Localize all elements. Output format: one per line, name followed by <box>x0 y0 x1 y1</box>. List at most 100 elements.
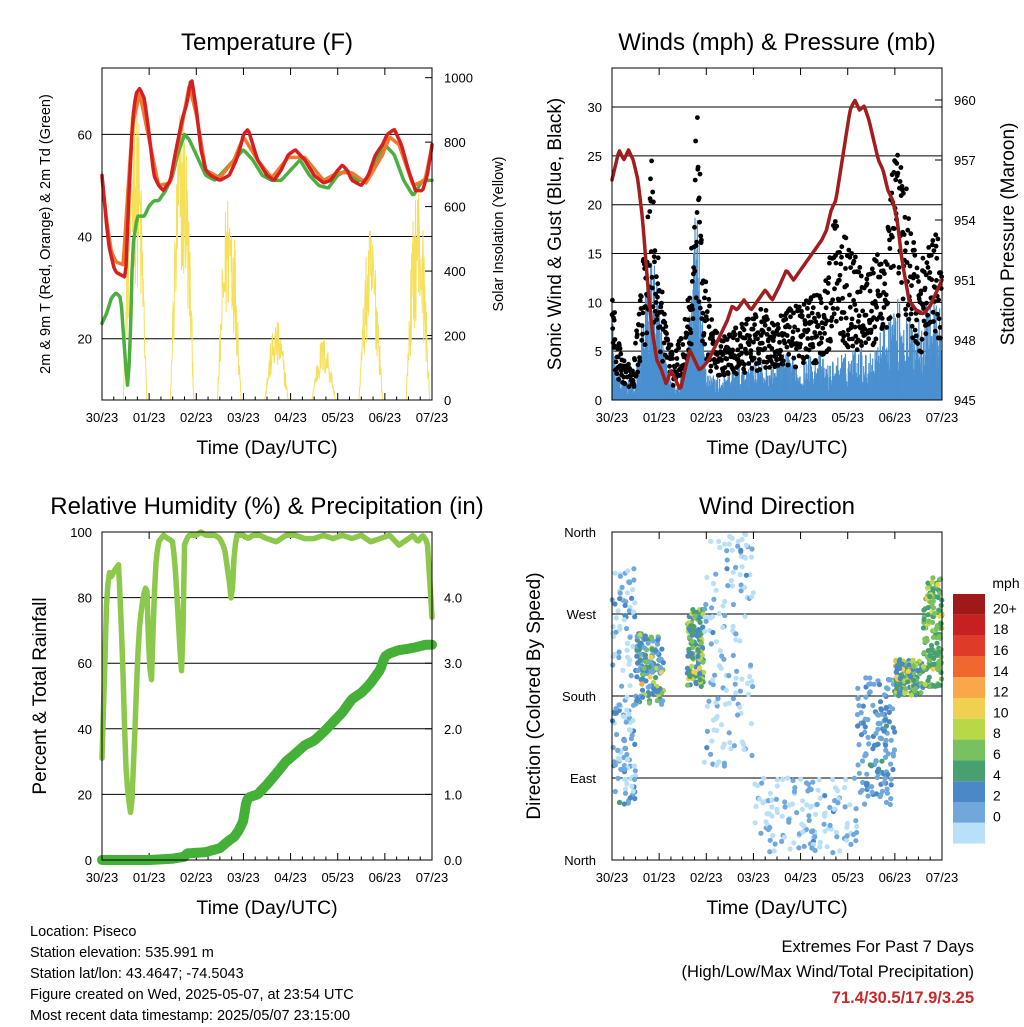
direction-point <box>835 796 842 802</box>
gust-point <box>652 308 658 314</box>
gust-point <box>830 306 836 311</box>
direction-point <box>748 554 755 560</box>
x-tick-label: 01/23 <box>643 870 676 885</box>
direction-point <box>615 608 621 614</box>
direction-point <box>622 786 629 792</box>
gust-point <box>639 337 645 343</box>
direction-point <box>659 646 665 652</box>
gust-point <box>771 322 777 328</box>
gust-point <box>769 346 775 351</box>
gust-point <box>706 324 712 329</box>
gust-point <box>875 288 881 294</box>
y-axis-label: Direction (Colored By Speed) <box>524 572 545 819</box>
gust-point <box>655 281 661 287</box>
direction-point <box>739 564 745 570</box>
direction-point <box>610 624 616 630</box>
gust-point <box>768 354 774 360</box>
gust-point <box>904 186 909 192</box>
y-tick-label: East <box>570 771 596 786</box>
gust-point <box>932 328 938 334</box>
gust-point <box>914 265 920 271</box>
direction-point <box>720 624 726 631</box>
gust-point <box>655 255 661 261</box>
direction-point <box>624 640 631 647</box>
x-tick-label: 05/23 <box>321 410 354 425</box>
legend-label: 20+ <box>993 600 1017 616</box>
direction-point <box>806 813 812 819</box>
direction-point <box>715 695 721 702</box>
gust-point <box>752 322 757 328</box>
direction-point <box>806 817 812 824</box>
direction-point <box>632 741 638 748</box>
direction-point <box>739 536 745 543</box>
station-info: Location: Piseco Station elevation: 535.… <box>30 922 354 1027</box>
gust-point <box>757 357 762 362</box>
direction-point <box>854 829 860 836</box>
gust-point <box>824 318 830 324</box>
gust-point <box>785 362 791 368</box>
direction-point <box>893 669 900 675</box>
gust-point <box>626 361 631 367</box>
direction-point <box>822 793 828 799</box>
gust-point <box>724 337 730 342</box>
direction-point <box>835 800 841 806</box>
direction-point <box>631 609 637 615</box>
gust-point <box>764 332 770 337</box>
direction-point <box>745 691 752 697</box>
gust-point <box>896 265 902 270</box>
extremes-values: 71.4/30.5/17.9/3.25 <box>831 989 974 1007</box>
direction-point <box>745 680 751 687</box>
direction-point <box>731 743 738 749</box>
gust-point <box>912 252 918 258</box>
direction-point <box>737 688 744 694</box>
direction-point <box>655 688 661 694</box>
gust-point <box>899 280 904 285</box>
gust-point <box>674 356 680 361</box>
direction-point <box>885 771 891 778</box>
gust-point <box>733 371 739 377</box>
gust-point <box>703 288 708 294</box>
direction-point <box>698 683 704 690</box>
direction-point <box>860 703 866 709</box>
gust-point <box>741 362 747 367</box>
gust-point <box>930 242 935 248</box>
gust-point <box>897 179 903 184</box>
direction-point <box>700 659 706 665</box>
gust-point <box>937 325 943 330</box>
direction-point <box>702 628 708 635</box>
gust-point <box>777 339 782 345</box>
gust-point <box>816 313 822 319</box>
gust-point <box>642 342 648 348</box>
direction-point <box>883 742 889 748</box>
direction-point <box>710 761 716 767</box>
direction-point <box>905 668 912 674</box>
gust-point <box>817 330 823 336</box>
direction-point <box>713 639 720 645</box>
x-axis-label: Time (Day/UTC) <box>196 437 337 459</box>
y2-tick-label: 951 <box>954 273 976 288</box>
gust-point <box>647 263 652 268</box>
direction-point <box>748 721 755 727</box>
gust-point <box>647 209 653 214</box>
gust-point <box>868 327 874 333</box>
direction-point <box>623 625 630 632</box>
direction-point <box>630 643 636 650</box>
gust-point <box>840 295 845 301</box>
direction-point <box>905 679 911 685</box>
direction-point <box>734 668 740 674</box>
direction-point <box>646 664 652 670</box>
direction-point <box>800 829 806 835</box>
direction-point <box>689 663 695 669</box>
x-tick-label: 06/23 <box>879 870 912 885</box>
direction-point <box>888 761 894 767</box>
y2-tick-label: 0.0 <box>444 853 462 868</box>
direction-point <box>853 806 859 812</box>
gust-point <box>652 259 657 265</box>
gust-point <box>809 310 815 316</box>
y2-tick-label: 4.0 <box>444 591 462 606</box>
direction-point <box>626 661 632 667</box>
direction-point <box>737 704 743 710</box>
direction-point <box>929 579 935 585</box>
gust-point <box>703 279 709 285</box>
gust-point <box>697 305 703 311</box>
